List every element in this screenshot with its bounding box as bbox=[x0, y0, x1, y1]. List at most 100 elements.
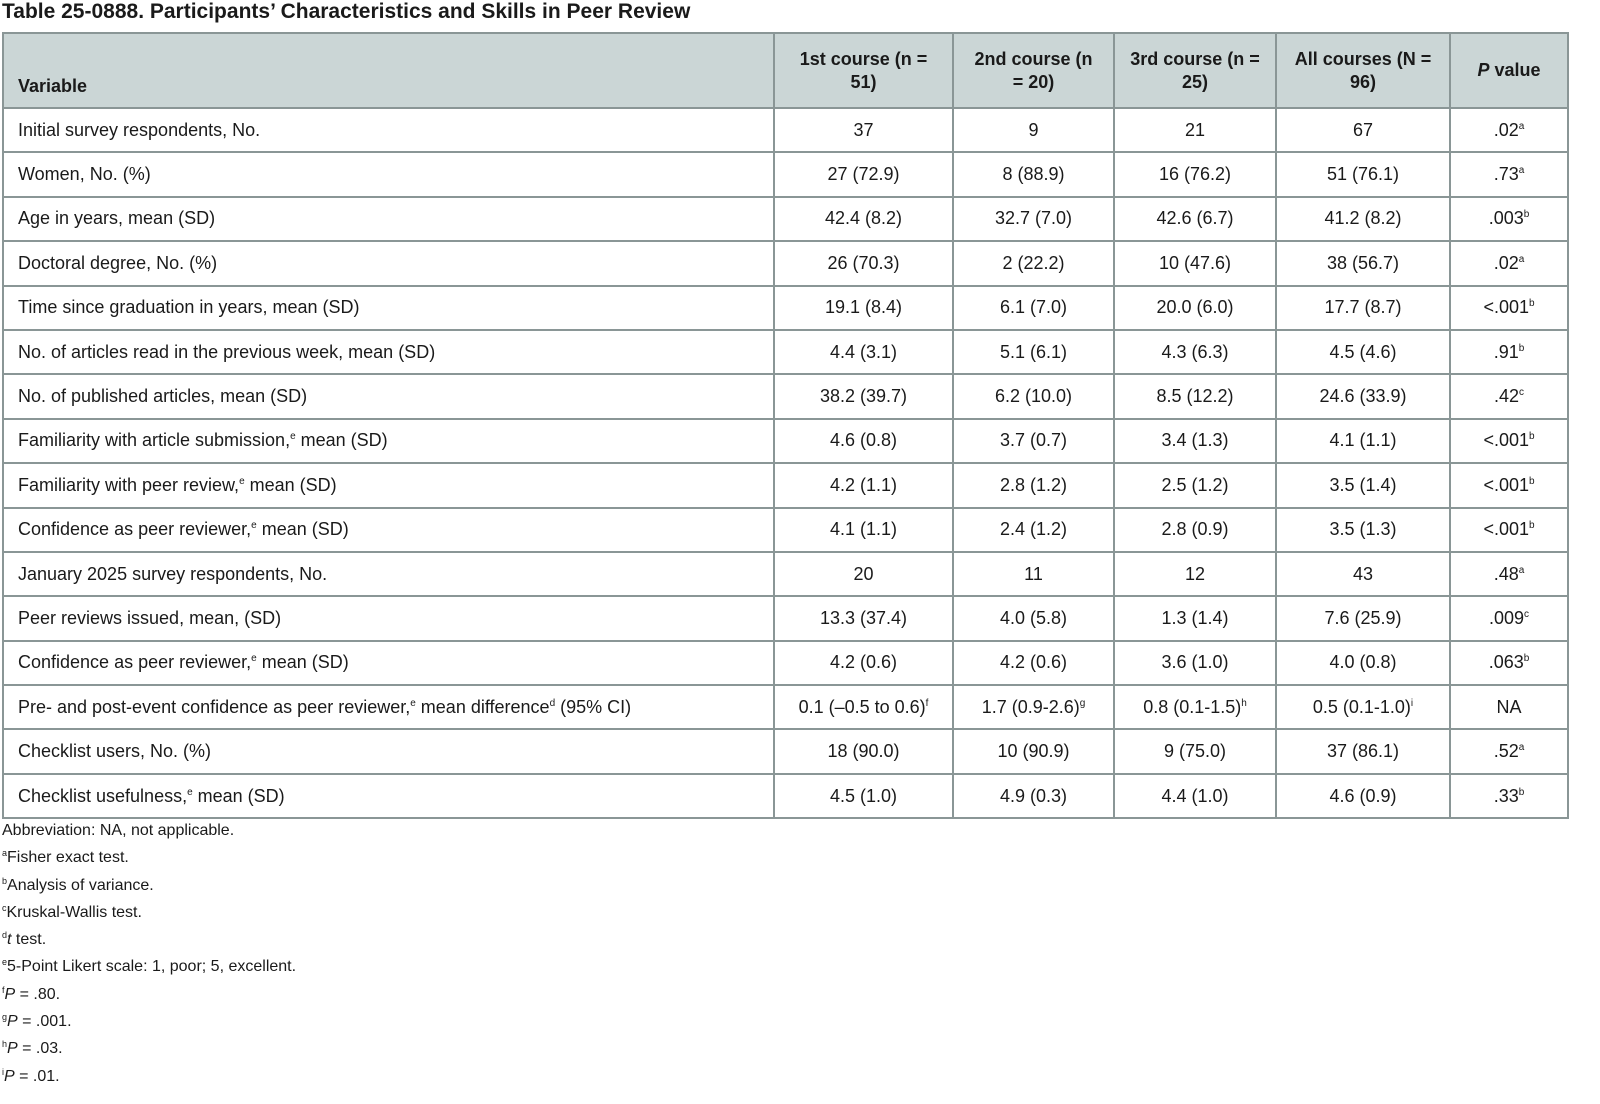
superscript: a bbox=[2, 848, 8, 859]
cell: 51 (76.1) bbox=[1275, 151, 1451, 198]
cell: 4.1 (1.1) bbox=[1275, 417, 1451, 465]
cell-text: 7.6 (25.9) bbox=[1324, 607, 1402, 628]
superscript: b bbox=[1523, 653, 1530, 665]
cell: 43 bbox=[1275, 550, 1451, 598]
footnote: fP = .80. bbox=[2, 981, 296, 1008]
cell-text: 4.0 (5.8) bbox=[999, 607, 1068, 628]
cell: 4.6 (0.8) bbox=[773, 417, 954, 465]
cell-text: 17.7 (8.7) bbox=[1324, 297, 1402, 318]
text: mean (SD) bbox=[295, 430, 388, 451]
superscript: b bbox=[1528, 520, 1535, 532]
footnote: e5-Point Likert scale: 1, poor; 5, excel… bbox=[2, 953, 296, 980]
text: mean difference bbox=[415, 696, 550, 717]
superscript: b bbox=[1523, 209, 1530, 221]
cell: 37 (86.1) bbox=[1275, 728, 1451, 775]
cell: 12 bbox=[1113, 550, 1277, 598]
text: <.001 bbox=[1483, 519, 1529, 540]
cell: 1.3 (1.4) bbox=[1113, 595, 1277, 642]
cell: 4.4 (1.0) bbox=[1113, 772, 1277, 820]
cell: 13.3 (37.4) bbox=[773, 595, 954, 642]
header-cell: 2nd course (n = 20) bbox=[952, 32, 1115, 109]
cell-text: 8 (88.9) bbox=[1002, 164, 1065, 185]
row-label: Time since graduation in years, mean (SD… bbox=[2, 284, 775, 331]
text: Kruskal-Wallis test. bbox=[6, 903, 142, 921]
row-label: Age in years, mean (SD) bbox=[2, 195, 775, 243]
superscript: b bbox=[1518, 342, 1525, 354]
cell: 38 (56.7) bbox=[1275, 240, 1451, 287]
row-label: No. of published articles, mean (SD) bbox=[2, 373, 775, 420]
row-label: Initial survey respondents, No. bbox=[2, 106, 775, 154]
text: .02 bbox=[1493, 252, 1519, 273]
text: .52 bbox=[1493, 741, 1519, 762]
cell: 27 (72.9) bbox=[773, 151, 954, 198]
cell: <.001b bbox=[1449, 462, 1569, 509]
cell-text: 2 (22.2) bbox=[1002, 252, 1065, 273]
text: Confidence as peer reviewer, bbox=[18, 652, 252, 673]
cell: 4.6 (0.9) bbox=[1275, 772, 1451, 820]
cell-text: Abbreviation: NA, not applicable. bbox=[2, 822, 235, 839]
cell: 4.0 (0.8) bbox=[1275, 639, 1451, 687]
text: (95% CI) bbox=[555, 696, 632, 717]
cell-text: 9 bbox=[1028, 119, 1039, 140]
footnotes: Abbreviation: NA, not applicable. aFisher… bbox=[2, 817, 296, 1090]
cell-text: All courses (N = 96) bbox=[1294, 48, 1432, 92]
cell-text: 38 (56.7) bbox=[1326, 252, 1400, 273]
cell: 2.8 (1.2) bbox=[952, 462, 1115, 509]
superscript: b bbox=[1528, 298, 1535, 310]
cell-text: 13.3 (37.4) bbox=[819, 607, 908, 628]
superscript: a bbox=[1518, 120, 1525, 132]
header-cell: 3rd course (n = 25) bbox=[1113, 32, 1277, 109]
cell: .02a bbox=[1449, 106, 1569, 154]
cell: .02a bbox=[1449, 240, 1569, 287]
superscript: i bbox=[2, 1066, 4, 1077]
table-row: Age in years, mean (SD) 42.4 (8.2) 32.7 (7… bbox=[2, 195, 1569, 243]
cell: 4.2 (0.6) bbox=[952, 639, 1115, 687]
cell-text: 2.5 (1.2) bbox=[1161, 474, 1229, 495]
table-row: Familiarity with article submission,e me… bbox=[2, 417, 1569, 465]
cell-text: 4.1 (1.1) bbox=[829, 519, 898, 540]
superscript: b bbox=[2, 875, 8, 886]
header-row: Variable 1st course (n = 51) 2nd course (n… bbox=[2, 32, 1569, 109]
cell-text: 67 bbox=[1352, 119, 1374, 140]
cell: 6.2 (10.0) bbox=[952, 373, 1115, 420]
table-row: Confidence as peer reviewer,e mean (SD) 4… bbox=[2, 506, 1569, 553]
cell: 42.6 (6.7) bbox=[1113, 195, 1277, 243]
superscript: e bbox=[410, 697, 416, 709]
row-label: Women, No. (%) bbox=[2, 151, 775, 198]
cell-text: 1.3 (1.4) bbox=[1161, 607, 1229, 628]
superscript: g bbox=[1079, 697, 1086, 709]
superscript: e bbox=[187, 786, 193, 798]
row-label: Peer reviews issued, mean, (SD) bbox=[2, 595, 775, 642]
cell-text: 24.6 (33.9) bbox=[1319, 386, 1407, 407]
superscript: f bbox=[925, 697, 929, 709]
cell: 18 (90.0) bbox=[773, 728, 954, 775]
cell-text: 37 bbox=[853, 119, 874, 140]
cell-text: 16 (76.2) bbox=[1158, 164, 1232, 185]
text: mean (SD) bbox=[256, 519, 349, 540]
superscript: b bbox=[1518, 786, 1525, 798]
superscript: d bbox=[549, 697, 556, 709]
cell: .48a bbox=[1449, 550, 1569, 598]
cell: 9 bbox=[952, 106, 1115, 154]
cell-text: 12 bbox=[1184, 563, 1206, 584]
cell: .063b bbox=[1449, 639, 1569, 687]
text: mean (SD) bbox=[244, 474, 337, 495]
italic-text: P bbox=[1477, 60, 1490, 80]
text: .42 bbox=[1493, 386, 1520, 407]
cell-text: Women, No. (%) bbox=[18, 164, 151, 185]
header-cell: All courses (N = 96) bbox=[1275, 32, 1451, 109]
table: Variable 1st course (n = 51) 2nd course (n… bbox=[2, 32, 1569, 820]
cell-text: 8.5 (12.2) bbox=[1156, 386, 1234, 407]
text: .91 bbox=[1493, 341, 1519, 362]
cell-text: 6.1 (7.0) bbox=[999, 297, 1068, 318]
cell: .003b bbox=[1449, 195, 1569, 243]
cell-text: 4.3 (6.3) bbox=[1161, 341, 1229, 362]
table-row: Initial survey respondents, No. 37 9 21 67 .0… bbox=[2, 106, 1569, 154]
superscript: b bbox=[1528, 431, 1535, 443]
row-label: Familiarity with article submission,e me… bbox=[2, 417, 775, 465]
text: 5-Point Likert scale: 1, poor; 5, excell… bbox=[7, 958, 297, 976]
cell-text: Initial survey respondents, No. bbox=[18, 119, 261, 140]
cell: 4.0 (5.8) bbox=[952, 595, 1115, 642]
cell: 11 bbox=[952, 550, 1115, 598]
cell-text: 10 (47.6) bbox=[1158, 252, 1232, 273]
